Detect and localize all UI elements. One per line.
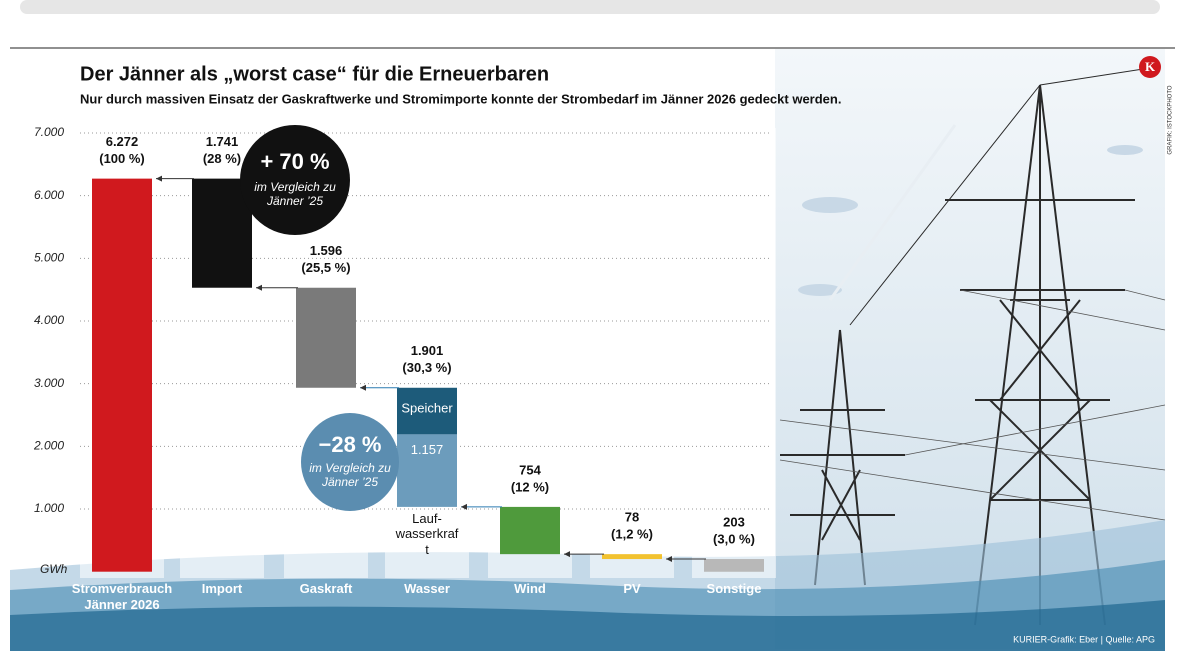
value-label: 754 <box>519 462 541 477</box>
subtitle: Nur durch massiven Einsatz der Gaskraftw… <box>80 91 841 106</box>
annotation-value: −28 % <box>319 432 382 457</box>
bar <box>192 178 252 288</box>
share-label: (3,0 %) <box>713 531 755 546</box>
share-label: (28 %) <box>203 151 241 166</box>
bar-segment <box>397 434 457 507</box>
column-bg <box>692 128 776 578</box>
x-tick-label: PV <box>623 581 641 596</box>
value-label: 1.741 <box>206 134 239 149</box>
segment-label: Lauf-wasserkraft <box>395 510 459 558</box>
water <box>10 600 1165 651</box>
segment-value: 1.157 <box>411 442 444 457</box>
connector-head <box>666 556 672 563</box>
x-tick-label: Import <box>201 581 243 596</box>
value-label: 78 <box>625 510 639 525</box>
bar <box>704 559 764 572</box>
share-label: (25,5 %) <box>301 260 350 275</box>
source: KURIER-Grafik: Eber | Quelle: APG <box>1013 634 1155 644</box>
y-tick-label: 2.000 <box>33 439 64 453</box>
top-bar <box>20 0 1160 14</box>
y-tick-label: 7.000 <box>34 125 64 139</box>
value-label: 6.272 <box>106 134 139 149</box>
bar <box>92 178 152 572</box>
clouds <box>798 145 1143 296</box>
y-tick-label: 3.000 <box>34 376 64 390</box>
image-credit: GRAFIK: ISTOCKPHOTO <box>1168 85 1174 154</box>
connector-head <box>564 551 570 558</box>
annotation-value: + 70 % <box>260 149 329 174</box>
bar <box>296 287 356 388</box>
column-bg <box>488 128 572 578</box>
annotation-note: im Vergleich zu Jänner ’25 <box>309 461 391 490</box>
share-label: (1,2 %) <box>611 527 653 542</box>
connector-head <box>360 384 366 391</box>
x-tick-label: Gaskraft <box>299 581 353 596</box>
share-label: (100 %) <box>99 151 145 166</box>
y-tick-label: 6.000 <box>34 188 64 202</box>
annotation-note: im Vergleich zu Jänner ’25 <box>254 180 336 209</box>
bar-segment <box>397 387 457 435</box>
connector-head <box>156 175 162 182</box>
y-tick-label: 5.000 <box>34 251 64 265</box>
x-tick-label: Wasser <box>404 581 450 596</box>
bar <box>500 506 560 555</box>
x-tick-label: Stromverbrauch Jänner 2026 <box>71 581 173 612</box>
value-label: 203 <box>723 514 745 529</box>
y-tick-label: 1.000 <box>34 501 64 515</box>
logo <box>1139 56 1161 78</box>
value-label: 1.596 <box>310 243 343 258</box>
y-tick-label: 4.000 <box>34 313 64 327</box>
y-unit: GWh <box>40 562 68 576</box>
value-label: 1.901 <box>411 343 444 358</box>
share-label: (12 %) <box>511 479 549 494</box>
segment-label: Speicher <box>401 401 453 416</box>
title: Der Jänner als „worst case“ für die Erne… <box>80 63 549 85</box>
connector-head <box>256 284 262 291</box>
pylons <box>779 67 1166 626</box>
x-tick-label: Wind <box>514 581 546 596</box>
column-bg <box>590 128 674 578</box>
logo-text: K <box>1145 59 1156 74</box>
annotation-circle <box>240 125 350 235</box>
share-label: (30,3 %) <box>402 360 451 375</box>
bar <box>602 554 662 560</box>
x-tick-label: Sonstige <box>706 581 762 596</box>
connector-head <box>461 503 467 510</box>
annotation-circle <box>301 413 399 511</box>
